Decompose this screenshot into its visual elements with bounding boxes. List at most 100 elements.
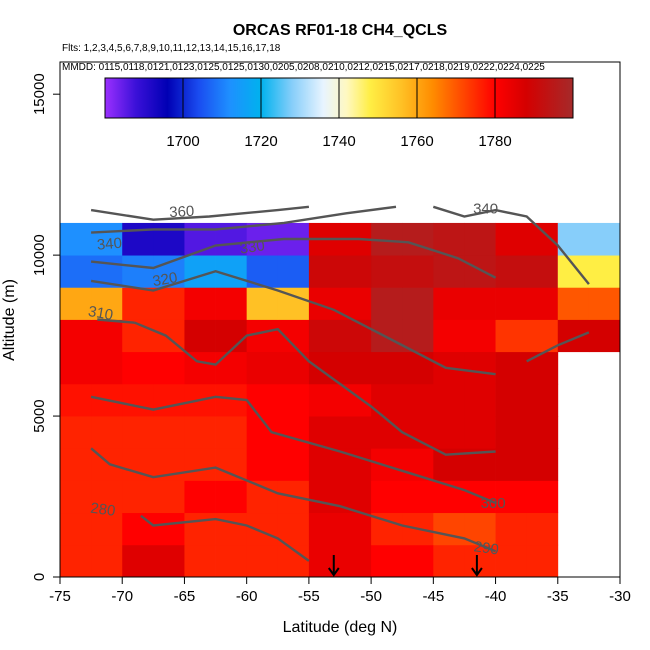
heatmap-cell [371, 544, 403, 578]
heatmap-cell [588, 255, 621, 288]
contour-lines [90, 205, 590, 562]
heatmap-cell [526, 480, 559, 514]
heatmap-cell [215, 448, 248, 481]
heatmap-cell [308, 512, 341, 546]
heatmap-cell [588, 319, 621, 353]
y-tick-label: 0 [31, 573, 48, 581]
heatmap-cell [60, 222, 92, 256]
heatmap-cell [371, 416, 403, 449]
heatmap-cell [402, 544, 434, 578]
contour-line [134, 321, 496, 456]
heatmap-cell [340, 512, 372, 546]
heatmap-cell [371, 319, 403, 353]
contour-label: 360 [169, 203, 195, 221]
heatmap-cell [308, 383, 341, 417]
x-tick-label: -55 [298, 588, 320, 605]
heatmap-cell [340, 383, 372, 417]
heatmap-cell [184, 448, 216, 481]
heatmap-cell [402, 287, 434, 320]
heatmap-cell [60, 480, 92, 514]
heatmap-cell [340, 351, 372, 385]
y-axis-label: Altitude (m) [1, 279, 18, 361]
heatmap-cell [184, 544, 216, 578]
heatmap-cell [184, 319, 216, 353]
heatmap-cell [153, 287, 185, 320]
heatmap-cell [402, 351, 434, 385]
heatmap-cell [153, 383, 185, 417]
x-tick-label: -40 [485, 588, 507, 605]
heatmap-cell [464, 416, 496, 449]
heatmap-cell [495, 287, 528, 320]
chart-title: ORCAS RF01-18 CH4_QCLS [233, 22, 448, 39]
heatmap-cell [371, 287, 403, 320]
contour-line [90, 447, 497, 553]
heatmap-cell [340, 319, 372, 353]
heatmap-cell [557, 287, 590, 320]
heatmap-cell [60, 255, 92, 288]
heatmap-cell [246, 512, 279, 546]
heatmap-cell [91, 512, 123, 546]
heatmap-cell [184, 512, 216, 546]
heatmap-cell [308, 448, 341, 481]
heatmap-cell [184, 351, 216, 385]
arrow-head [327, 567, 340, 577]
heatmap-cell [588, 222, 621, 256]
heatmap-cell [433, 544, 465, 578]
heatmap-cell [526, 383, 559, 417]
heatmap-cell [526, 416, 559, 449]
heatmap-cell [495, 319, 528, 353]
x-tick-label: -60 [236, 588, 258, 605]
heatmap-cell [60, 512, 92, 546]
contour-line [90, 237, 497, 279]
heatmap-cell [153, 416, 185, 449]
heatmap-cell [464, 383, 496, 417]
heatmap-cell [91, 416, 123, 449]
arrow-head [471, 567, 483, 577]
contour-line [97, 318, 135, 324]
heatmap-cell [122, 351, 154, 385]
heatmap-cell [184, 255, 216, 288]
heatmap-cell [122, 255, 154, 288]
heatmap-cell [557, 319, 590, 353]
colorbar: 1700 1720 1740 1760 1780 [104, 77, 574, 150]
heatmap-cell [215, 319, 248, 353]
heatmap-cell [277, 319, 310, 353]
contour-label: 290 [473, 538, 500, 558]
heatmap-cell [91, 222, 123, 256]
heatmap-cell [433, 287, 465, 320]
heatmap-cell [433, 319, 465, 353]
heatmap-cell [184, 480, 216, 514]
heatmap-cell [122, 383, 154, 417]
heatmap-cell [60, 448, 92, 481]
heatmap-cell [91, 287, 123, 320]
heatmap-cell [402, 383, 434, 417]
x-tick-label: -30 [609, 588, 631, 605]
contour-labels: 280 290 300 310 320 330 340 360 340 [87, 200, 506, 558]
heatmap-cell [277, 383, 310, 417]
heatmap-cell [277, 448, 310, 481]
heatmap-cell [122, 480, 154, 514]
heatmap-cell [246, 287, 279, 320]
heatmap-cell [122, 287, 154, 320]
contour-label: 340 [473, 200, 498, 217]
x-tick-label: -50 [360, 588, 382, 605]
contour-label: 320 [151, 269, 179, 290]
heatmap-cell [402, 416, 434, 449]
contour-line [90, 205, 310, 221]
colorbar-tick-label: 1780 [478, 133, 511, 150]
heatmap-cell [464, 255, 496, 288]
contour-line [91, 205, 397, 234]
heatmap-cell [153, 544, 185, 578]
heatmap-cell [246, 383, 279, 417]
heatmap-cell [495, 480, 528, 514]
y-tick-label: 15000 [31, 73, 48, 115]
contour-line [432, 205, 590, 285]
x-axis-label: Latitude (deg N) [283, 619, 398, 636]
heatmap-cell [371, 255, 403, 288]
contour-line [90, 269, 496, 376]
heatmap-cell [153, 222, 185, 256]
heatmap-cell [433, 416, 465, 449]
heatmap-cell [308, 351, 341, 385]
x-tick-label: -65 [174, 588, 196, 605]
